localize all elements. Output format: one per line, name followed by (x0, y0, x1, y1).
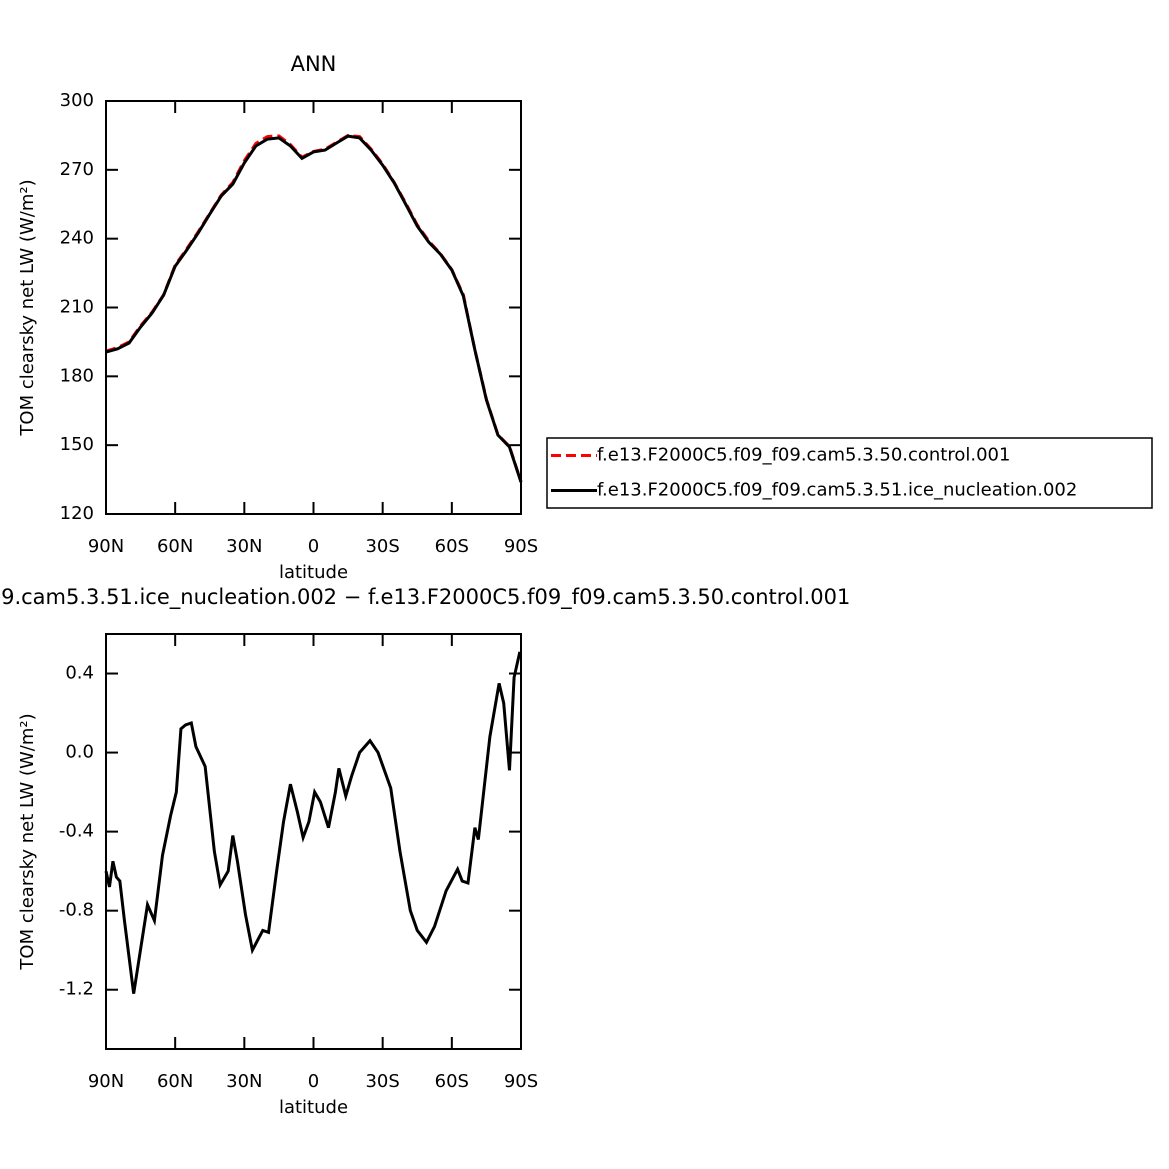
x-tick-label: 30N (226, 536, 262, 557)
y-tick-label: 120 (60, 503, 94, 524)
y-tick-label: -1.2 (59, 979, 94, 1000)
x-tick-label: 90S (504, 1071, 538, 1092)
y-tick-label: 0.0 (65, 742, 94, 763)
x-axis-label: latitude (279, 562, 348, 583)
data-line (105, 134, 523, 483)
x-tick-label: 60N (157, 1071, 193, 1092)
y-tick-label: 0.4 (65, 663, 94, 684)
legend-label: f.e13.F2000C5.f09_f09.cam5.3.51.ice_nucl… (597, 480, 1077, 501)
legend-label: f.e13.F2000C5.f09_f09.cam5.3.50.control.… (597, 445, 1010, 466)
x-tick-label: 90N (88, 1071, 124, 1092)
data-line (104, 651, 522, 994)
legend-box (546, 437, 1153, 509)
y-tick-label: -0.4 (59, 821, 94, 842)
x-tick-label: 60N (157, 536, 193, 557)
x-tick-label: 90S (504, 536, 538, 557)
x-tick-label: 90N (88, 536, 124, 557)
y-tick-label: 300 (60, 90, 94, 111)
data-line (105, 133, 523, 483)
x-tick-label: 30S (365, 536, 399, 557)
y-tick-label: 240 (60, 228, 94, 249)
plot-frame (105, 633, 522, 1050)
y-tick-label: -0.8 (59, 900, 94, 921)
y-tick-label: 180 (60, 365, 94, 386)
x-tick-label: 60S (435, 536, 469, 557)
x-tick-label: 60S (435, 1071, 469, 1092)
plot-frame (105, 100, 522, 515)
x-tick-label: 30N (226, 1071, 262, 1092)
chart-title: ANN (291, 52, 337, 76)
y-axis-label: TOM clearsky net LW (W/m²) (17, 179, 38, 436)
y-tick-label: 270 (60, 159, 94, 180)
y-axis-label: TOM clearsky net LW (W/m²) (17, 713, 38, 970)
y-tick-label: 150 (60, 434, 94, 455)
y-tick-label: 210 (60, 297, 94, 318)
x-tick-label: 0 (308, 536, 319, 557)
x-axis-label: latitude (279, 1097, 348, 1118)
x-tick-label: 30S (365, 1071, 399, 1092)
chart-title: f.e13.F2000C5.f09_f09.cam5.3.51.ice_nucl… (0, 585, 850, 610)
x-tick-label: 0 (308, 1071, 319, 1092)
